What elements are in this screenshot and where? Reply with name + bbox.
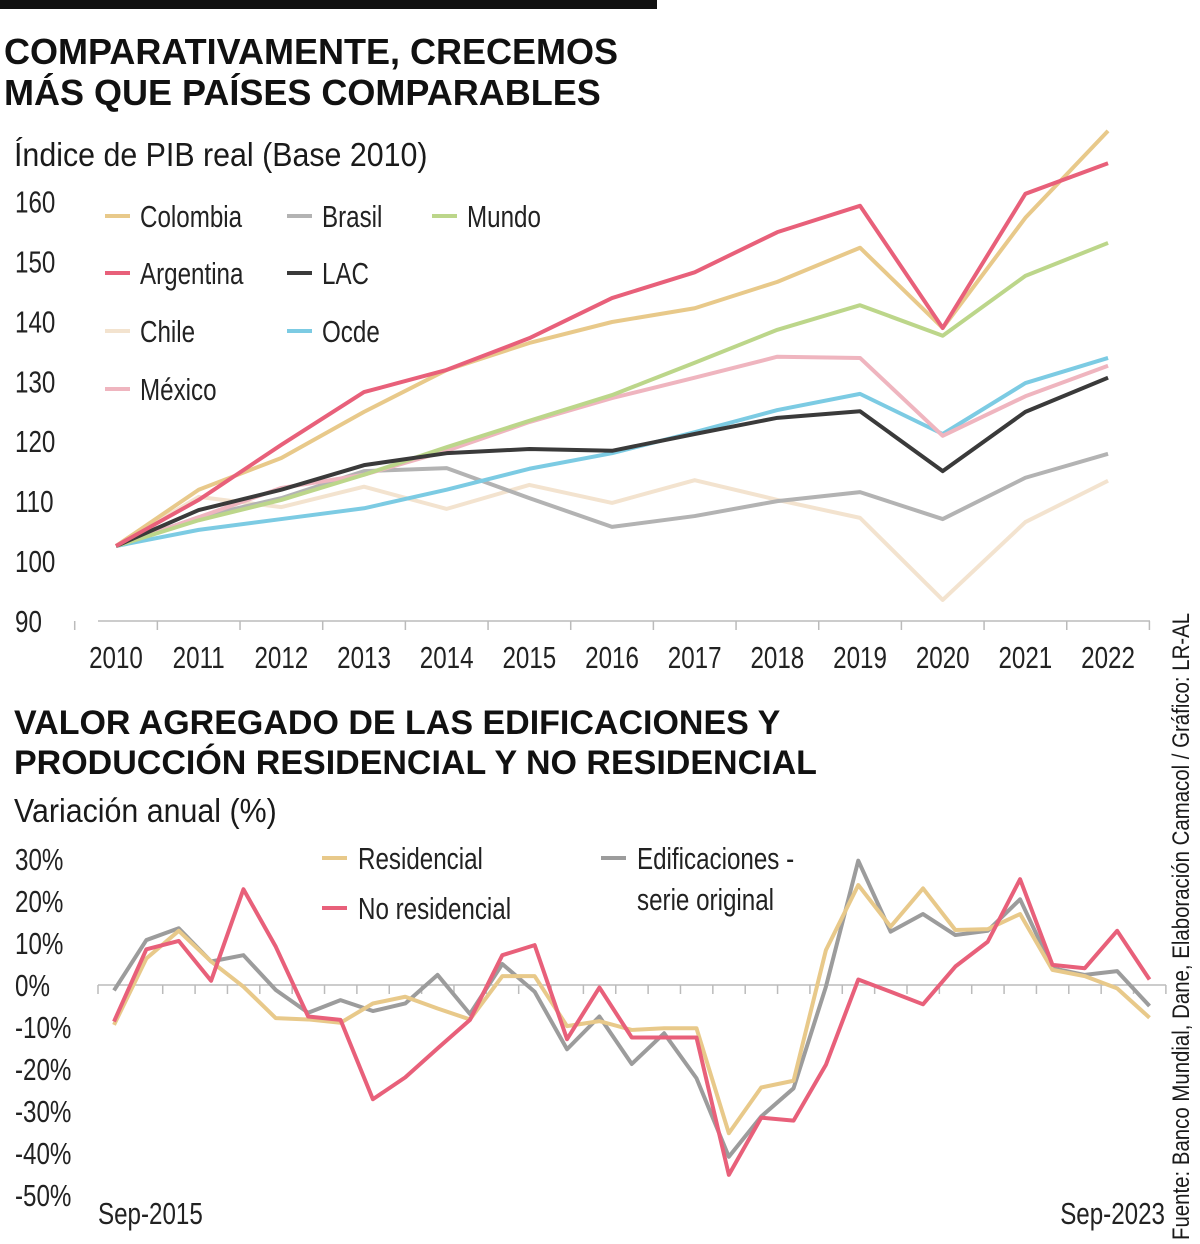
series-line-no-residencial [112,877,1152,1177]
legend-label: Chile [140,314,195,349]
chart1-subtitle: Índice de PIB real (Base 2010) [14,136,428,173]
y-tick-label: 120 [15,424,55,459]
y-tick-label: 100 [15,544,55,579]
x-tick-label: 2020 [916,640,970,675]
chart2-subtitle: Variación anual (%) [14,792,277,829]
series-line-edificaciones-serie-original [112,858,1151,1159]
y-tick-label: 10% [15,926,63,961]
x-tick-label: 2010 [89,640,143,675]
x-tick-label: 2016 [585,640,639,675]
series-line-lac [115,375,1109,548]
legend-label: serie original [637,882,774,917]
series-line-colombia [114,129,1110,548]
x-tick-label: 2022 [1081,640,1135,675]
x-tick-label: 2019 [833,640,887,675]
series-line-argentina [115,161,1109,548]
x-tick-label: 2012 [254,640,308,675]
legend-label: Argentina [140,256,244,291]
y-tick-label: -50% [15,1178,71,1213]
legend-label: Colombia [140,199,243,234]
series-line-chile [114,478,1109,602]
y-tick-label: 90 [15,604,42,639]
top-rule [0,0,657,9]
y-tick-label: 150 [15,245,55,280]
series-line-residencial [112,883,1151,1136]
y-tick-label: 140 [15,305,55,340]
x-first-label: Sep-2015 [98,1196,203,1231]
y-tick-label: 20% [15,884,63,919]
legend-label: No residencial [358,891,511,926]
chart2-title: VALOR AGREGADO DE LAS EDIFICACIONES Y PR… [14,704,817,782]
legend-label: Ocde [322,314,380,349]
legend-label: Mundo [467,199,541,234]
y-tick-label: 130 [15,364,55,399]
y-tick-label: 30% [15,842,63,877]
y-tick-label: -30% [15,1094,71,1129]
x-tick-label: 2017 [668,640,722,675]
chart1-title: COMPARATIVAMENTE, CRECEMOS MÁS QUE PAÍSE… [4,31,619,113]
legend-label: Brasil [322,199,382,234]
x-last-label: Sep-2023 [1060,1196,1165,1231]
legend-label: Residencial [358,841,483,876]
legend-label: México [140,372,217,407]
x-tick-label: 2018 [750,640,804,675]
x-tick-label: 2015 [502,640,556,675]
x-tick-label: 2011 [173,640,225,675]
series-line-mundo [115,241,1109,548]
series-line-brasil [115,451,1109,548]
y-tick-label: 110 [15,484,54,519]
x-tick-label: 2013 [337,640,391,675]
y-tick-label: 0% [15,968,50,1003]
legend-label: LAC [322,256,369,291]
x-tick-label: 2021 [998,640,1052,675]
y-tick-label: -10% [15,1010,71,1045]
y-tick-label: -40% [15,1136,71,1171]
x-tick-label: 2014 [420,640,474,675]
y-tick-label: -20% [15,1052,71,1087]
legend-label: Edificaciones - [637,841,794,876]
y-tick-label: 160 [15,185,55,220]
